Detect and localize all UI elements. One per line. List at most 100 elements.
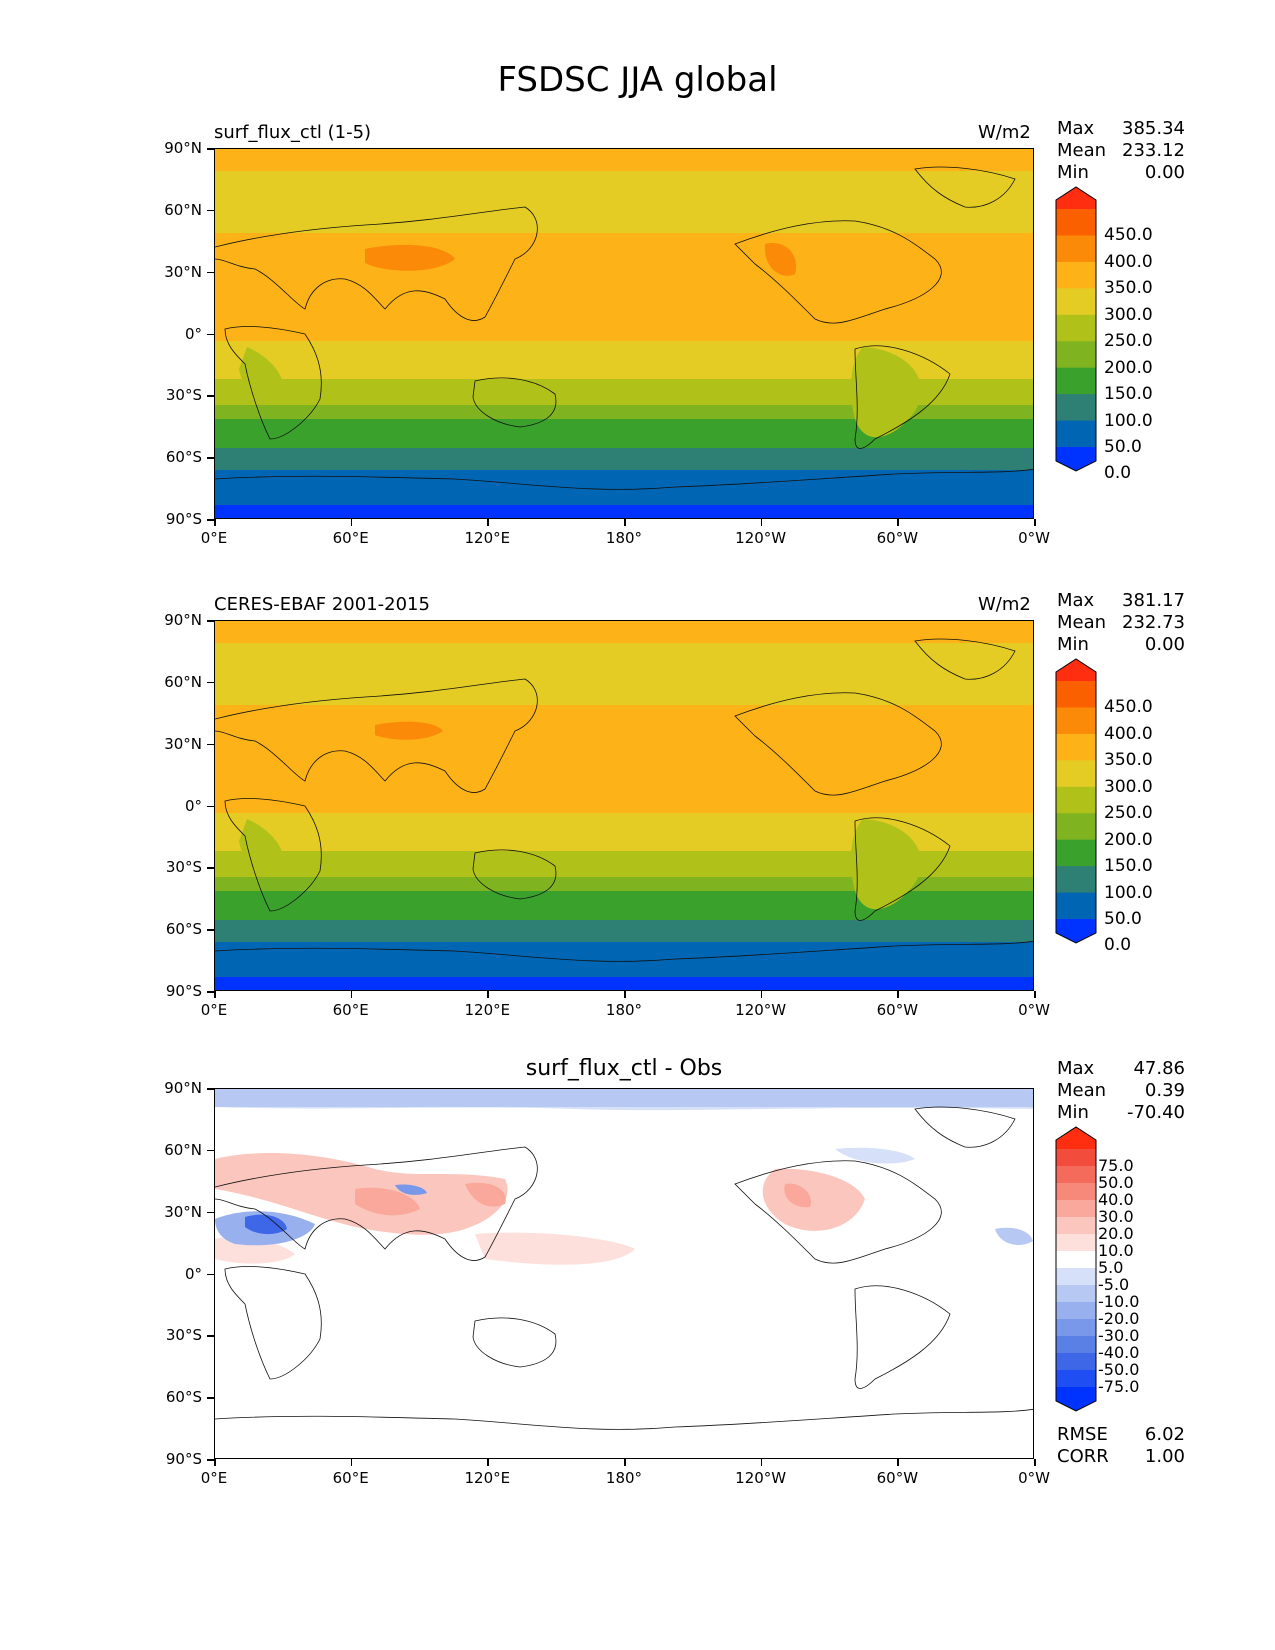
lat-tick	[207, 1088, 214, 1090]
colorbar-segment	[1056, 1353, 1096, 1371]
lon-tick-label: 120°E	[464, 1001, 511, 1019]
stat-name: Mean	[1057, 1080, 1107, 1101]
lon-tick-label: 60°E	[332, 1001, 369, 1019]
colorbar-segment	[1056, 839, 1096, 867]
stats-block: Max 47.86 Mean 0.39 Min -70.40	[1057, 1058, 1185, 1124]
lat-tick	[207, 333, 214, 335]
colorbar-tick-label: 150.0	[1104, 856, 1153, 877]
lat-tick	[207, 620, 214, 622]
colorbar-tick-label: 200.0	[1104, 357, 1153, 378]
lon-tick-label: 180°	[605, 1469, 643, 1487]
stat-name: Min	[1057, 634, 1089, 655]
stat-row: Mean 233.12	[1057, 140, 1185, 162]
lat-tick	[207, 867, 214, 869]
colorbar-segment	[1056, 420, 1096, 448]
extra-stats-block: RMSE 6.02 CORR 1.00	[1057, 1424, 1185, 1468]
panel-ref: CERES-EBAF 2001-2015 W/m2	[0, 594, 1275, 1090]
lat-tick-label: 30°S	[165, 1326, 202, 1345]
field-map	[215, 149, 1033, 518]
lat-tick-label: 30°N	[164, 262, 202, 281]
colorbar-max-arrow	[1056, 187, 1096, 209]
lat-tick-label: 60°S	[165, 448, 202, 467]
lon-tick	[214, 991, 216, 998]
lat-tick	[207, 148, 214, 150]
stat-name: Min	[1057, 1102, 1089, 1123]
colorbar-tick-label: 150.0	[1104, 384, 1153, 405]
units-label: W/m2	[978, 122, 1031, 143]
lon-tick-label: 60°W	[876, 1001, 919, 1019]
stat-row: Min -70.40	[1057, 1102, 1185, 1124]
colorbar-tick-label: -5.0	[1098, 1275, 1130, 1294]
stat-name: Max	[1057, 590, 1095, 611]
stat-name: Min	[1057, 162, 1089, 183]
colorbar-segment	[1056, 786, 1096, 814]
lat-tick	[207, 929, 214, 931]
lon-tick	[1034, 1459, 1036, 1466]
colorbar-segment	[1056, 1285, 1096, 1303]
colorbar-segment	[1056, 288, 1096, 316]
colorbar	[1055, 186, 1097, 472]
stat-value: 0.00	[1144, 634, 1185, 655]
lon-tick	[897, 991, 899, 998]
lat-tick-label: 60°N	[164, 672, 202, 691]
colorbar-tick-label: 30.0	[1098, 1207, 1134, 1226]
colorbar-tick-label: 100.0	[1104, 882, 1153, 903]
stat-value: 47.86	[1133, 1058, 1185, 1079]
lon-tick	[1034, 991, 1036, 998]
colorbar-max-arrow	[1056, 659, 1096, 681]
colorbar-segment	[1056, 1268, 1096, 1286]
lat-tick	[207, 1149, 214, 1152]
stat-value: 0.39	[1144, 1080, 1185, 1101]
colorbar-tick-label: 5.0	[1098, 1258, 1124, 1277]
stat-row: Min 0.00	[1057, 634, 1185, 656]
map-plot	[214, 1088, 1034, 1459]
colorbar-segment	[1056, 261, 1096, 289]
colorbar-tick-label: -75.0	[1098, 1377, 1140, 1396]
lon-tick-label: 0°E	[200, 529, 228, 547]
stat-name: Max	[1057, 1058, 1095, 1079]
lat-tick-label: 30°S	[165, 386, 202, 405]
lon-tick-label: 120°E	[464, 529, 511, 547]
stats-block: Max 385.34 Mean 233.12 Min 0.00	[1057, 118, 1185, 184]
field-map	[215, 1089, 1033, 1458]
lat-tick	[207, 743, 214, 746]
lon-tick-label: 120°W	[735, 1469, 787, 1487]
lon-tick-label: 60°W	[876, 1469, 919, 1487]
lat-tick-label: 60°S	[165, 920, 202, 939]
colorbar-max-arrow	[1056, 1127, 1096, 1149]
colorbar	[1055, 1126, 1097, 1412]
lon-tick-label: 0°E	[200, 1469, 228, 1487]
colorbar-segment	[1056, 314, 1096, 342]
stat-value: 6.02	[1144, 1424, 1185, 1445]
colorbar-tick-label: -20.0	[1098, 1309, 1140, 1328]
lon-tick-label: 180°	[605, 529, 643, 547]
lon-tick	[487, 1459, 489, 1466]
lat-tick-label: 0°	[184, 796, 202, 815]
figure-title: FSDSC JJA global	[497, 60, 778, 100]
stat-row: Min 0.00	[1057, 162, 1185, 184]
stat-name: CORR	[1057, 1446, 1109, 1467]
stat-value: 385.34	[1122, 118, 1185, 139]
stat-row: Max 381.17	[1057, 590, 1185, 612]
stats-block: Max 381.17 Mean 232.73 Min 0.00	[1057, 590, 1185, 656]
colorbar-tick-label: 250.0	[1104, 803, 1153, 824]
stat-value: -70.40	[1126, 1102, 1185, 1123]
colorbar-segment	[1056, 733, 1096, 761]
lat-tick	[207, 395, 214, 397]
lat-tick	[207, 457, 214, 459]
map-plot	[214, 148, 1034, 519]
lon-tick	[760, 519, 763, 526]
field-map	[215, 621, 1033, 990]
colorbar-outline	[1055, 658, 1097, 944]
lon-tick-label: 60°W	[876, 529, 919, 547]
colorbar-tick-label: 300.0	[1104, 304, 1153, 325]
colorbar-segment	[1056, 209, 1096, 236]
stat-row: Mean 0.39	[1057, 1080, 1185, 1102]
lat-tick	[207, 1459, 214, 1461]
colorbar-segment	[1056, 892, 1096, 920]
colorbar-segment	[1056, 1302, 1096, 1320]
panel-test: surf_flux_ctl (1-5) W/m2	[0, 122, 1275, 618]
lat-tick-label: 0°	[184, 1264, 202, 1283]
colorbar-tick-label: -30.0	[1098, 1326, 1140, 1345]
lat-tick-label: 60°N	[164, 200, 202, 219]
